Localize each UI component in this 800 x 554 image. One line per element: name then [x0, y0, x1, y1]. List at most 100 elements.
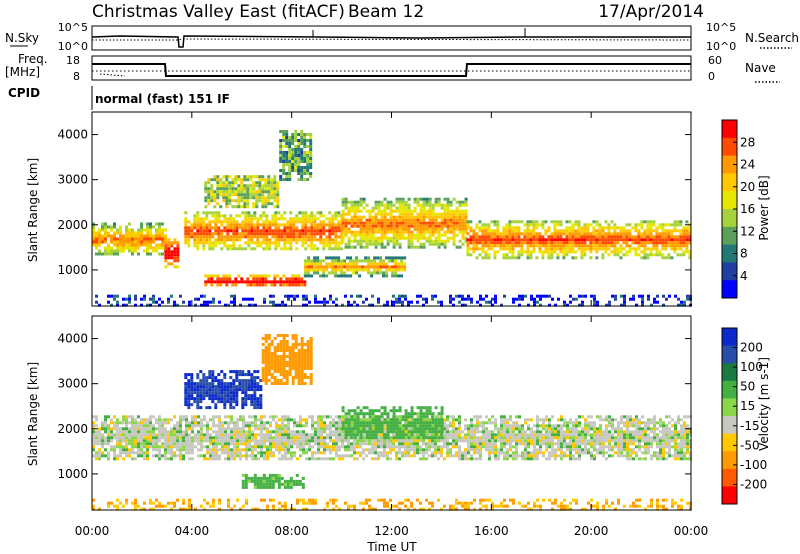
heatmap-cell — [259, 229, 263, 233]
heatmap-cell — [334, 217, 338, 221]
heatmap-cell — [541, 256, 545, 260]
heatmap-cell — [682, 250, 686, 254]
heatmap-cell — [625, 223, 629, 227]
heatmap-cell — [542, 418, 545, 422]
heatmap-cell — [208, 238, 212, 242]
heatmap-cell — [143, 228, 146, 232]
heatmap-cell — [277, 244, 281, 248]
heatmap-cell — [293, 421, 296, 425]
heatmap-cell — [278, 448, 281, 452]
heatmap-cell — [149, 240, 152, 244]
heatmap-cell — [245, 454, 248, 458]
heatmap-cell — [419, 451, 422, 455]
heatmap-cell — [202, 223, 206, 227]
heatmap-cell — [407, 221, 411, 225]
heatmap-cell — [140, 442, 143, 446]
heatmap-cell — [461, 303, 464, 307]
heatmap-cell — [304, 259, 308, 263]
heatmap-cell — [212, 424, 215, 428]
heatmap-cell — [149, 234, 152, 238]
heatmap-cell — [548, 294, 551, 298]
heatmap-cell — [655, 229, 659, 233]
heatmap-cell — [128, 249, 131, 253]
heatmap-cell — [134, 433, 137, 437]
heatmap-cell — [152, 249, 155, 253]
heatmap-cell — [449, 442, 452, 446]
heatmap-cell — [233, 424, 236, 428]
heatmap-cell — [95, 294, 98, 298]
heatmap-cell — [277, 235, 281, 239]
heatmap-cell — [404, 430, 407, 434]
heatmap-cell — [313, 226, 317, 230]
heatmap-cell — [152, 225, 155, 229]
heatmap-cell — [134, 249, 137, 253]
heatmap-cell — [338, 421, 341, 425]
heatmap-cell — [170, 430, 173, 434]
heatmap-cell — [222, 196, 226, 200]
heatmap-cell — [149, 222, 152, 226]
heatmap-cell — [282, 169, 286, 172]
heatmap-cell — [305, 421, 308, 425]
heatmap-cell — [203, 418, 206, 422]
heatmap-cell — [125, 442, 128, 446]
heatmap-cell — [332, 421, 335, 425]
heatmap-cell — [664, 247, 668, 251]
heatmap-cell — [452, 227, 456, 231]
heatmap-cell — [313, 271, 317, 275]
heatmap-cell — [470, 297, 473, 301]
heatmap-cell — [249, 196, 253, 200]
heatmap-cell — [317, 430, 320, 434]
heatmap-cell — [404, 236, 408, 240]
heatmap-cell — [224, 433, 227, 437]
heatmap-cell — [212, 454, 215, 458]
heatmap-cell — [252, 187, 256, 191]
heatmap-cell — [92, 424, 95, 428]
heatmap-cell — [350, 454, 353, 458]
heatmap-cell — [335, 430, 338, 434]
heatmap-cell — [431, 451, 434, 455]
heatmap-cell — [604, 244, 608, 248]
heatmap-cell — [517, 220, 521, 224]
heatmap-cell — [260, 442, 263, 446]
heatmap-cell — [95, 436, 98, 440]
heatmap-cell — [643, 256, 647, 260]
heatmap-cell — [291, 151, 295, 154]
heatmap-cell — [110, 448, 113, 452]
heatmap-cell — [323, 424, 326, 428]
heatmap-cell — [173, 433, 176, 437]
heatmap-cell — [496, 235, 500, 239]
heatmap-cell — [484, 241, 488, 245]
heatmap-cell — [347, 300, 350, 304]
heatmap-cell — [205, 214, 209, 218]
heatmap-cell — [419, 218, 423, 222]
heatmap-cell — [449, 433, 452, 437]
heatmap-cell — [473, 424, 476, 428]
heatmap-cell — [291, 148, 295, 151]
heatmap-cell — [484, 253, 488, 257]
heatmap-cell — [688, 241, 692, 245]
heatmap-cell — [140, 421, 143, 425]
heatmap-cell — [161, 222, 164, 226]
heatmap-cell — [207, 178, 211, 182]
heatmap-cell — [110, 433, 113, 437]
heatmap-cell — [502, 229, 506, 233]
heatmap-cell — [524, 457, 527, 461]
heatmap-cell — [371, 442, 374, 446]
heatmap-cell — [578, 430, 581, 434]
heatmap-cell — [616, 226, 620, 230]
heatmap-cell — [167, 451, 170, 455]
heatmap-cell — [218, 457, 221, 461]
heatmap-cell — [236, 430, 239, 434]
heatmap-cell — [278, 303, 281, 307]
heatmap-cell — [566, 427, 569, 431]
heatmap-cell — [482, 445, 485, 449]
heatmap-cell — [682, 253, 686, 257]
heatmap-cell — [307, 235, 311, 239]
heatmap-cell — [419, 236, 423, 240]
heatmap-cell — [222, 181, 226, 185]
heatmap-cell — [221, 424, 224, 428]
heatmap-cell — [344, 454, 347, 458]
heatmap-cell — [290, 457, 293, 461]
heatmap-cell — [518, 297, 521, 301]
heatmap-cell — [467, 439, 470, 443]
